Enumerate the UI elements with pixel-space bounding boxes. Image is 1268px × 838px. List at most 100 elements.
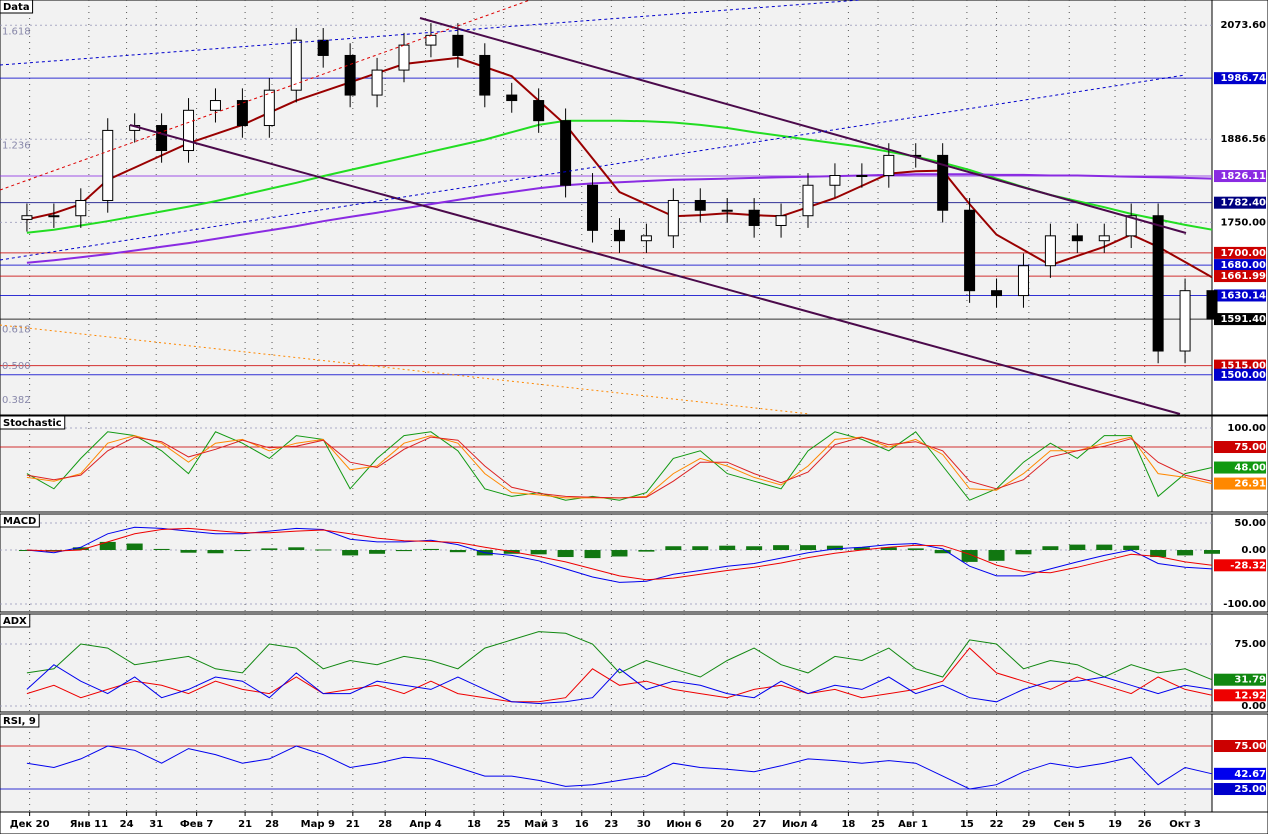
fib-label: 1.236 [2,140,31,151]
fib-label: 0.382 [2,395,31,406]
candle-body [425,34,437,46]
candle-body [667,199,679,237]
y-tick-label: 1886.56 [1220,134,1266,145]
tick-box [1214,359,1266,372]
candle-body [560,120,572,186]
x-tick-label: 20 [720,819,734,830]
y-tick-label: 1515.00 [1220,361,1266,372]
candle-body [721,209,733,212]
fib-label: 1.618 [2,26,31,37]
candle-body [991,290,1003,297]
x-tick-label: 18 [467,819,481,830]
y-tick-label: 100.00 [1227,423,1266,434]
fib-line [0,324,811,415]
last-value-label: 42.67 [1234,769,1266,780]
x-tick-label: 27 [753,819,767,830]
histogram-bar [530,550,547,555]
channel-line [0,0,531,191]
x-tick-label: Июн 6 [666,819,701,830]
histogram-bar [746,546,763,551]
candle-body [263,89,275,127]
histogram-bar [1042,546,1059,551]
last-value-box [1214,461,1266,474]
y-tick-label: 1680.00 [1220,260,1266,271]
panel-title: Stochastic [3,418,62,429]
tick-box [1214,246,1266,259]
candle-body [829,175,841,186]
candle-body [156,125,168,152]
tick-box [1214,170,1266,183]
series-line [26,631,1213,681]
candle-body [1071,235,1083,242]
histogram-bar [1123,545,1140,551]
channel-line [0,74,1186,261]
last-value-label: 48.00 [1234,463,1266,474]
histogram-bar [934,550,951,554]
panel-title-box [0,713,40,728]
histogram-bar [1204,550,1220,554]
y-tick-label: 1630.14 [1220,290,1266,301]
candle-body [506,94,518,102]
candle-body [748,209,760,226]
candle-body [533,100,545,122]
series-line [26,56,1213,279]
x-tick-label: 31 [149,819,163,830]
x-tick-label: 16 [575,819,589,830]
x-tick-label: Сен 5 [1054,819,1086,830]
x-tick-label: 24 [120,819,134,830]
panel-title: RSI, 9 [3,716,36,727]
histogram-bar [773,545,790,551]
tick-box [1214,313,1266,326]
tick-box [1214,783,1266,796]
y-tick-label: 1826.11 [1220,171,1266,182]
histogram-bar [422,548,439,551]
candle-body [290,39,302,91]
candle-body [587,184,599,231]
candle-body [102,129,114,201]
x-tick-label: Дек 20 [10,819,50,830]
candle-body [479,54,491,96]
histogram-bar [342,550,359,556]
last-value-label: 12.92 [1234,690,1266,701]
trend-line [419,17,1187,234]
last-value-box [1214,559,1266,572]
candle-body [937,154,949,211]
candle-body [1017,265,1029,297]
candle-body [1044,235,1056,267]
panel-title-box [0,0,34,14]
y-tick-label: 1661.99 [1220,271,1266,282]
panel-title-box [0,513,40,528]
candle-body [48,215,60,218]
last-value-box [1214,477,1266,490]
histogram-bar [800,545,816,551]
y-tick-label: 1700.00 [1220,248,1266,259]
y-tick-label: 1591.40 [1220,314,1266,325]
y-tick-label: 0.00 [1241,701,1266,712]
histogram-bar [611,550,628,557]
y-tick-label: 2073.60 [1220,20,1266,31]
x-tick-label: Фев 7 [180,819,214,830]
candle-body [1206,290,1218,320]
x-tick-label: Мар 9 [301,819,335,830]
series-line [26,745,1213,790]
histogram-bar [396,550,412,552]
y-tick-label: 75.00 [1234,741,1266,752]
histogram-bar [72,547,89,551]
x-tick-label: Янв 11 [70,819,108,830]
candle-body [640,235,652,242]
histogram-bar [153,548,170,551]
panel [0,415,1213,513]
series-line [26,647,1213,703]
histogram-bar [126,543,143,551]
histogram-bar [99,541,116,551]
x-tick-label: Июл 4 [782,819,818,830]
y-tick-label: 25.00 [1234,784,1266,795]
panel [0,0,1213,416]
histogram-bar [1015,550,1032,555]
candle-body [694,199,706,211]
histogram-bar [207,550,224,554]
candle-body [802,184,814,217]
histogram-bar [988,550,1005,561]
candle-body [317,39,329,56]
